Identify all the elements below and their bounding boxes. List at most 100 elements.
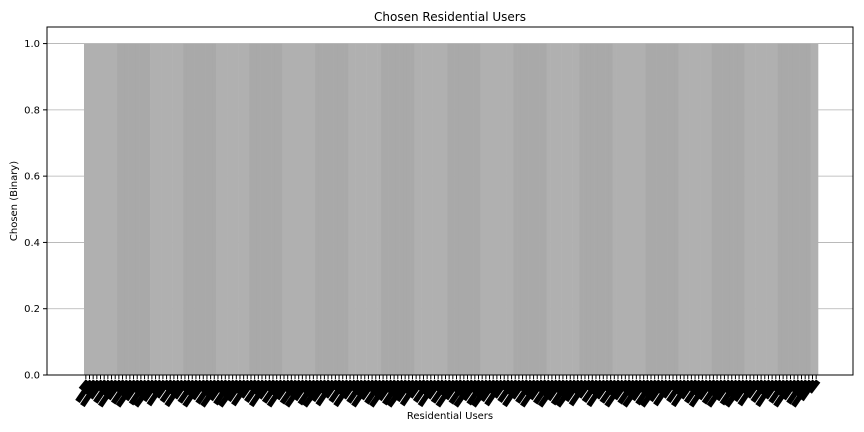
x-tick-label xyxy=(456,379,472,398)
x-tick-label xyxy=(302,379,325,408)
bar xyxy=(388,43,393,375)
x-tick-label xyxy=(301,379,314,394)
bar xyxy=(454,43,459,375)
x-tick-label xyxy=(776,379,792,397)
bar xyxy=(788,43,793,375)
bar xyxy=(649,43,654,375)
bar xyxy=(715,43,720,375)
bar xyxy=(484,43,488,375)
x-tick-label xyxy=(435,379,458,408)
x-tick-label xyxy=(559,379,575,398)
bar xyxy=(627,43,632,375)
bar xyxy=(432,43,437,375)
bar xyxy=(439,43,444,375)
x-tick-label xyxy=(572,379,586,395)
bar xyxy=(293,43,298,375)
bar xyxy=(260,43,265,375)
bar xyxy=(465,43,470,375)
bar xyxy=(179,43,184,375)
x-tick-label xyxy=(740,379,755,395)
x-tick-label xyxy=(710,379,725,398)
bar xyxy=(131,43,136,375)
x-tick-label xyxy=(386,379,410,408)
bar xyxy=(403,43,408,375)
bar xyxy=(91,43,96,375)
bar xyxy=(814,43,819,375)
bar xyxy=(674,43,679,375)
bar xyxy=(425,43,430,375)
bar xyxy=(282,43,287,375)
x-tick-label xyxy=(434,379,446,393)
bar xyxy=(238,43,243,375)
x-tick-label xyxy=(132,379,146,394)
bar xyxy=(219,43,224,375)
x-tick-label xyxy=(541,379,557,398)
x-tick-label xyxy=(331,379,344,392)
x-tick-label xyxy=(656,379,670,395)
bar xyxy=(333,43,338,375)
x-tick-label xyxy=(518,379,531,393)
bar xyxy=(421,43,426,375)
bar xyxy=(175,43,180,375)
x-tick-label xyxy=(270,379,285,397)
x-tick-label xyxy=(167,379,182,396)
bar xyxy=(682,43,687,375)
bar xyxy=(315,43,320,375)
bar xyxy=(645,43,650,375)
bar xyxy=(373,43,378,375)
x-tick-label xyxy=(723,379,736,394)
bar xyxy=(531,43,536,375)
x-tick-label xyxy=(372,379,388,398)
x-tick-label xyxy=(247,379,259,392)
x-tick-label xyxy=(218,379,241,408)
x-tick-label xyxy=(519,379,542,408)
bar xyxy=(594,43,599,375)
bar xyxy=(487,43,492,375)
bar xyxy=(660,43,665,375)
bar xyxy=(663,43,668,375)
bar xyxy=(106,43,110,375)
bar xyxy=(366,43,371,375)
bar xyxy=(142,43,147,375)
x-tick-label xyxy=(453,379,476,408)
x-tick-label xyxy=(807,379,821,394)
bar xyxy=(252,43,257,375)
x-tick-label xyxy=(669,379,681,392)
bar xyxy=(117,43,121,375)
bar xyxy=(190,43,195,375)
bar xyxy=(667,43,672,375)
bar xyxy=(84,43,88,375)
bar xyxy=(509,43,514,375)
bar xyxy=(164,43,169,375)
x-tick-label xyxy=(727,379,744,398)
bar xyxy=(528,43,533,375)
bar xyxy=(216,43,221,375)
bar xyxy=(784,43,789,375)
bar xyxy=(172,43,177,375)
bar xyxy=(274,43,279,375)
x-tick-label xyxy=(287,379,303,398)
x-tick-label xyxy=(705,379,718,393)
bar xyxy=(729,43,734,375)
x-tick-label xyxy=(536,379,549,393)
x-tick-label xyxy=(416,379,428,392)
x-tick-label xyxy=(607,379,623,397)
bar xyxy=(329,43,334,375)
x-tick-label xyxy=(589,379,604,396)
x-tick-label xyxy=(203,379,219,398)
bar xyxy=(608,43,613,375)
bar xyxy=(696,43,701,375)
bar xyxy=(542,43,547,375)
bar xyxy=(241,43,246,375)
bar xyxy=(770,43,775,375)
bar xyxy=(428,43,433,375)
x-tick-label xyxy=(773,379,795,408)
bar xyxy=(612,43,617,375)
x-tick-label xyxy=(252,379,267,396)
bar xyxy=(766,43,771,375)
x-tick-label xyxy=(688,379,711,408)
x-tick-label xyxy=(640,379,663,408)
bar xyxy=(513,43,518,375)
x-tick-label xyxy=(692,379,707,397)
